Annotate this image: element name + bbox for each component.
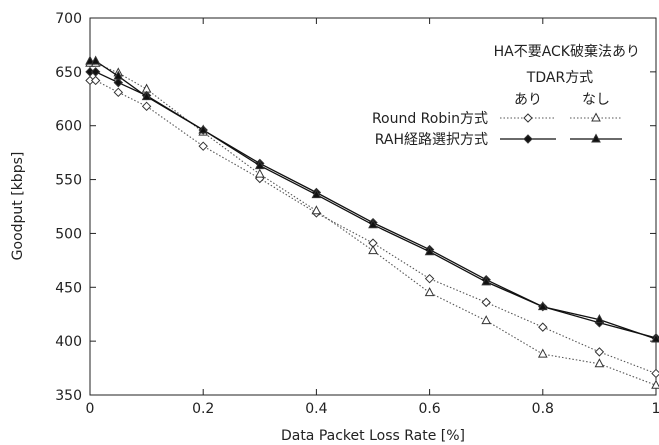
data-point-rr_ari (141, 101, 152, 112)
legend-row-rah: RAH経路選択方式 (375, 132, 488, 148)
legend: HA不要ACK破棄法あり TDAR方式 あり なし Round Robin方式 … (372, 44, 640, 148)
x-tick-label: 0.6 (418, 401, 440, 417)
data-point-rah_nashi (594, 314, 605, 324)
x-tick-label: 0.8 (532, 401, 554, 417)
data-point-rr_nashi (537, 348, 548, 358)
y-axis-label: Goodput [kbps] (10, 152, 26, 261)
data-point-rah_nashi (481, 276, 492, 286)
data-point-rr_ari (113, 87, 124, 98)
y-tick-label: 550 (55, 173, 82, 189)
legend-marker-rr_nashi (591, 112, 601, 122)
legend-col-nashi: なし (582, 92, 610, 108)
x-axis-label: Data Packet Loss Rate [%] (281, 428, 465, 444)
data-point-rr_nashi (254, 168, 265, 178)
data-point-rah_nashi (254, 160, 265, 170)
legend-header-2: TDAR方式 (526, 70, 593, 86)
x-tick-label: 0.2 (192, 401, 214, 417)
data-point-rr_ari (481, 297, 491, 308)
data-point-rr_ari (594, 347, 605, 357)
x-tick-label: 0 (86, 401, 95, 417)
data-point-rr_ari (198, 141, 208, 151)
y-tick-label: 650 (55, 65, 82, 81)
data-point-rah_nashi (537, 301, 548, 311)
data-point-rr_nashi (594, 358, 605, 368)
x-tick-label: 1 (652, 401, 659, 417)
series-line-rah_nashi (90, 60, 657, 340)
y-tick-label: 450 (55, 280, 82, 296)
y-tick-label: 400 (55, 334, 82, 350)
x-tick-label: 0.4 (305, 401, 327, 417)
y-tick-label: 350 (55, 388, 82, 404)
y-tick-label: 600 (55, 119, 82, 135)
data-point-rr_ari (424, 273, 435, 284)
data-point-rah_ari (90, 67, 101, 77)
data-point-rah_nashi (85, 55, 95, 65)
legend-row-rr: Round Robin方式 (372, 111, 488, 127)
legend-marker-rr_ari (523, 113, 533, 123)
data-point-rr_nashi (651, 379, 659, 389)
data-point-rah_nashi (141, 91, 152, 101)
series-layer (85, 55, 659, 389)
axis-ticks: 350 400 450 500 550 600 650 700 0 0.2 0.4 0.6 0.8 1 (55, 11, 659, 417)
data-point-rr_nashi (481, 315, 492, 325)
data-point-rr_ari (538, 322, 548, 332)
data-point-rah_nashi (198, 124, 209, 134)
legend-marker-rah_nashi (591, 133, 601, 143)
data-point-rah_nashi (651, 333, 659, 343)
data-point-rr_nashi (311, 205, 322, 215)
data-point-rah_nashi (424, 246, 435, 256)
legend-header-1: HA不要ACK破棄法あり (494, 44, 640, 60)
data-point-rr_ari (651, 368, 659, 379)
legend-col-ari: あり (514, 92, 542, 108)
data-point-rah_nashi (90, 55, 101, 65)
series-rah_nashi (85, 55, 659, 343)
data-point-rah_nashi (368, 219, 378, 229)
data-point-rr_nashi (424, 287, 435, 297)
legend-marker-rah_ari (523, 134, 533, 144)
data-point-rah_nashi (113, 70, 124, 80)
data-point-rah_ari (113, 77, 124, 88)
data-point-rr_nashi (368, 245, 378, 255)
legend-samples (500, 112, 622, 144)
data-point-rr_ari (90, 75, 101, 86)
y-tick-label: 700 (55, 11, 82, 27)
y-tick-label: 500 (55, 226, 82, 242)
data-point-rah_nashi (311, 189, 322, 199)
plot-frame (89, 17, 657, 396)
